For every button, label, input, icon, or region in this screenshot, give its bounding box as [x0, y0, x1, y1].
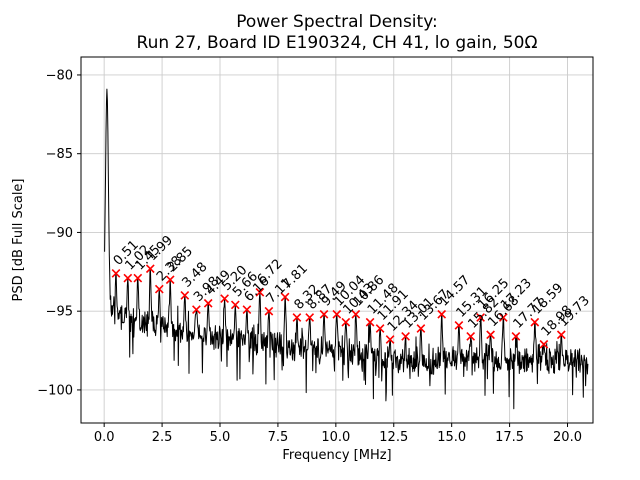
x-tick-label: 20.0 [553, 430, 582, 445]
x-axis-label: Frequency [MHz] [282, 448, 391, 463]
peak-marker [466, 332, 476, 341]
y-tick-label: −95 [46, 305, 73, 320]
peak-marker [242, 305, 252, 314]
peak-marker [454, 321, 464, 330]
peak-marker [375, 324, 385, 333]
x-tick-label: 17.5 [495, 430, 524, 445]
y-tick-label: −90 [46, 226, 73, 241]
peak-marker [556, 330, 566, 340]
peak-marker [401, 332, 410, 341]
peak-marker [123, 273, 133, 283]
peak-marker [416, 324, 426, 333]
x-tick-label: 10.0 [321, 430, 350, 445]
peak-marker [292, 313, 302, 322]
y-tick-label: −80 [46, 68, 73, 83]
peak-marker [154, 284, 164, 294]
peak-marker [530, 317, 540, 327]
plot-border [80, 56, 594, 424]
x-tick-label: 7.5 [268, 430, 289, 445]
peak-marker [498, 313, 508, 322]
peak-marker [476, 313, 485, 322]
x-tick-label: 5.0 [210, 430, 231, 445]
peak-marker [280, 292, 290, 302]
x-tick-label: 15.0 [437, 430, 466, 445]
peak-marker [111, 269, 121, 278]
x-tick-label: 2.5 [152, 430, 173, 445]
axes: 0.0 2.5 5.0 7.5 10.0 12.5 15.0 17.5 20.0 −80 −85 −9… [37, 56, 594, 445]
peak-marker [264, 306, 274, 316]
gridlines [81, 57, 593, 423]
peak-marker [255, 287, 265, 297]
peak-marker [203, 298, 213, 308]
psd-trace [104, 88, 589, 410]
peak-marker [192, 305, 201, 314]
x-tick-label: 0.0 [94, 430, 115, 445]
chart-title: Power Spectral Density: [236, 12, 438, 32]
peak-marker [332, 309, 342, 319]
peak-marker [365, 317, 375, 327]
peak-marker [341, 317, 351, 327]
peak-annotations: 0.511.021.451.992.382.853.483.984.495.20… [111, 233, 593, 340]
peak-marker [539, 339, 549, 349]
x-tick-label: 12.5 [379, 430, 408, 445]
peak-markers [111, 264, 566, 349]
peak-marker [165, 275, 175, 285]
peak-marker [351, 309, 361, 319]
peak-marker [319, 309, 329, 319]
y-tick-label: −100 [37, 383, 73, 398]
peak-marker [511, 332, 521, 341]
y-axis-label: PSD [dB Full Scale] [11, 178, 26, 301]
peak-marker [220, 294, 229, 303]
peak-marker [486, 330, 495, 340]
psd-line [104, 88, 589, 410]
peak-marker [180, 291, 190, 300]
peak-marker [385, 335, 395, 344]
y-tick-label: −85 [46, 147, 73, 162]
chart-subtitle: Run 27, Board ID E190324, CH 41, lo gain… [137, 33, 538, 53]
peak-marker [437, 309, 447, 319]
peak-marker [230, 300, 240, 310]
peak-marker [133, 273, 143, 283]
peak-marker [305, 313, 315, 322]
peak-marker [145, 264, 155, 274]
